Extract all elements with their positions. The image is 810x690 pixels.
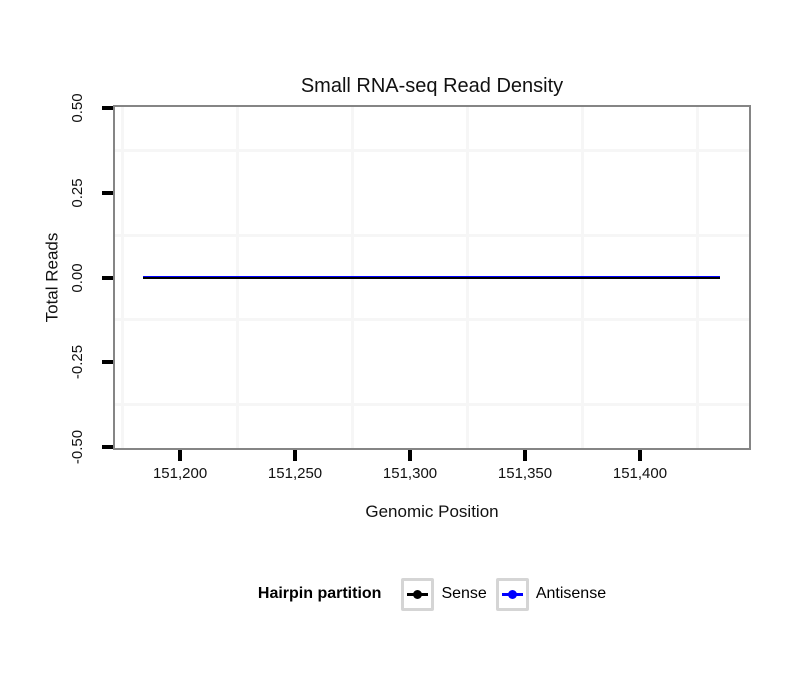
y-tick-label: 0.25 bbox=[69, 178, 86, 208]
series-line-sense bbox=[143, 276, 721, 279]
legend-label-sense: Sense bbox=[441, 585, 487, 602]
x-minor-gridline bbox=[121, 107, 125, 448]
chart-title: Small RNA-seq Read Density bbox=[300, 75, 564, 97]
y-tick-label: -0.25 bbox=[69, 344, 86, 380]
y-tick bbox=[102, 360, 113, 365]
x-tick-label: 151,250 bbox=[267, 465, 323, 482]
x-tick-label: 151,350 bbox=[497, 465, 553, 482]
plot-panel: 151,200 151,250 151,300 151,350 151,400 0.50 0… bbox=[69, 94, 751, 482]
legend-key-antisense bbox=[495, 577, 529, 611]
y-axis-title: Total Reads bbox=[42, 232, 62, 323]
y-minor-gridline bbox=[115, 318, 749, 322]
x-tick bbox=[178, 450, 183, 461]
y-tick-label: 0.00 bbox=[69, 262, 86, 293]
legend-key-sense bbox=[401, 577, 435, 611]
x-tick-label: 151,200 bbox=[152, 465, 208, 482]
antisense-point-icon bbox=[507, 589, 517, 599]
y-tick bbox=[102, 190, 113, 195]
y-minor-gridline bbox=[115, 149, 749, 153]
legend-entry-sense: Sense bbox=[401, 577, 487, 611]
y-tick bbox=[102, 444, 113, 449]
legend-entry-antisense: Antisense bbox=[495, 577, 607, 611]
x-tick bbox=[293, 450, 298, 461]
y-tick bbox=[102, 275, 113, 280]
y-tick-label: -0.50 bbox=[69, 429, 86, 464]
y-tick-label: 0.50 bbox=[69, 93, 86, 123]
x-tick bbox=[637, 450, 642, 461]
y-minor-gridline bbox=[115, 402, 749, 406]
x-tick-label: 151,400 bbox=[612, 465, 668, 482]
legend: Hairpin partition Sense Antisense bbox=[54, 577, 810, 611]
x-tick-label: 151,300 bbox=[382, 465, 438, 482]
legend-title: Hairpin partition bbox=[257, 585, 382, 602]
x-tick bbox=[523, 450, 528, 461]
y-tick bbox=[102, 106, 113, 111]
legend-label-antisense: Antisense bbox=[535, 585, 607, 602]
y-minor-gridline bbox=[115, 233, 749, 237]
x-axis-title: Genomic Position bbox=[365, 502, 499, 521]
x-tick bbox=[408, 450, 413, 461]
sense-point-icon bbox=[413, 589, 423, 599]
